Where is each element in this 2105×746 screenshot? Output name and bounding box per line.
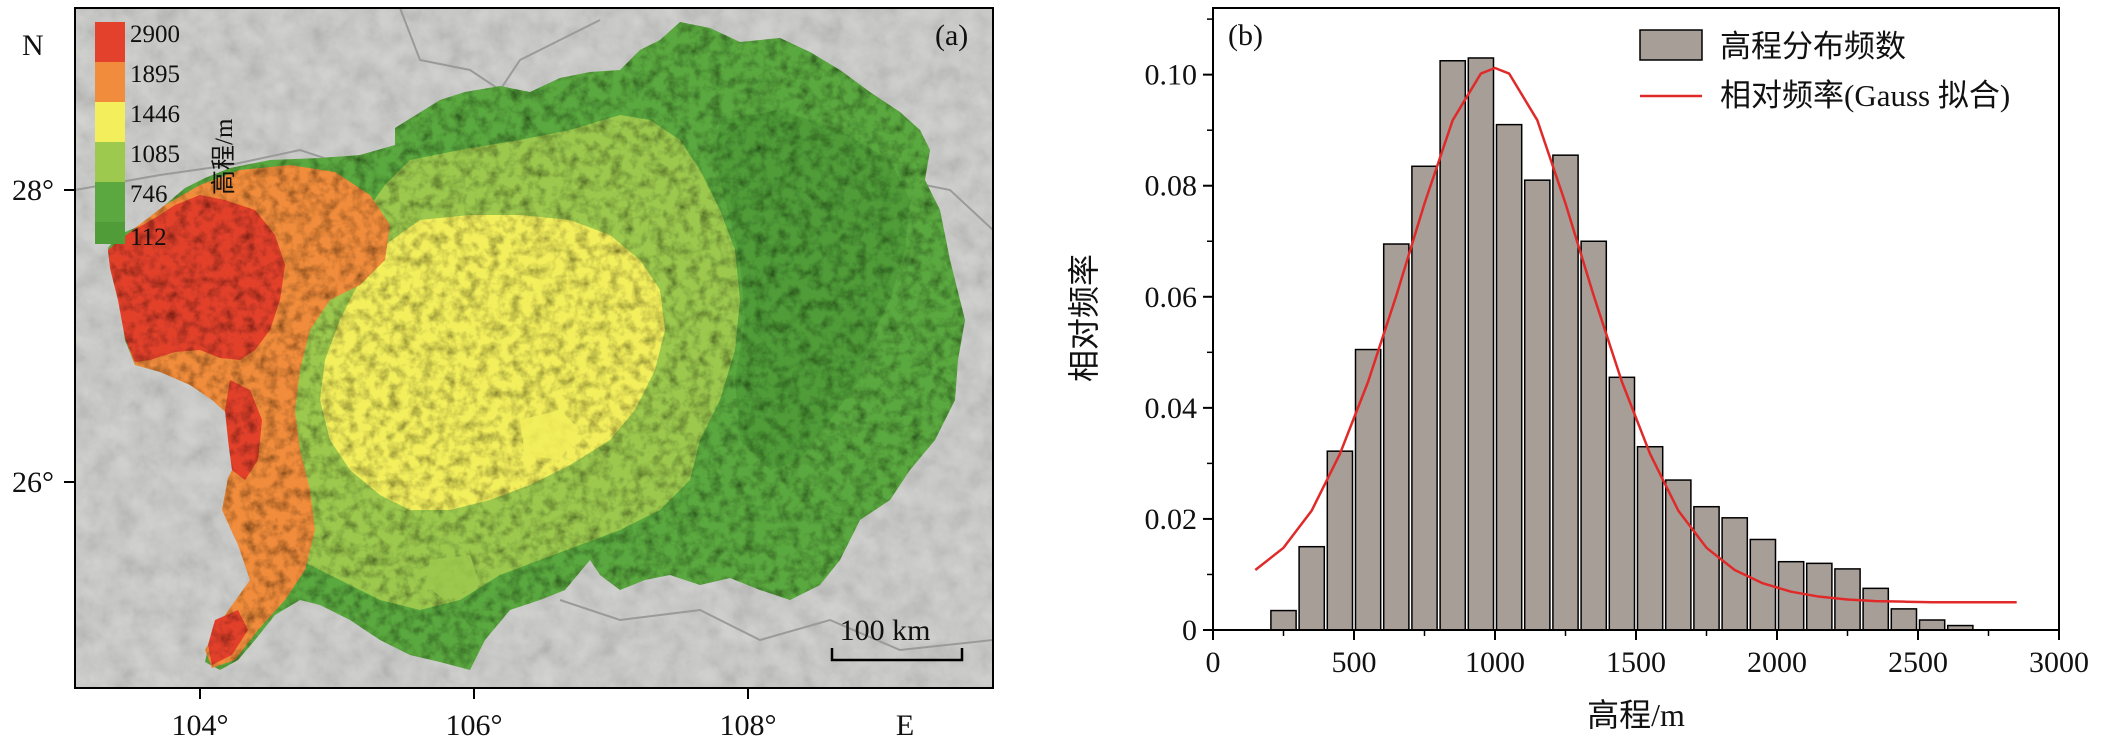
legend-swatch-2900 [95,22,125,62]
histogram-bar [1608,376,1636,631]
x-tick-label: 500 [1332,646,1377,679]
gauss-fit-line [1254,66,2017,604]
legend-swatch-1895 [95,62,125,102]
y-axis-title: 相对频率 [1066,254,1102,382]
boundary-line [559,599,993,652]
elevation-band-746 [715,110,910,470]
legend-value: 112 [130,224,167,251]
legend-bar-label: 高程分布频数 [1720,29,1906,64]
histogram-bar [1918,619,1946,631]
histogram-bar [1439,60,1467,631]
panel-a-label: (a) [935,19,968,52]
lat-tick-label: 26° [12,466,54,499]
histogram-bar [1552,154,1579,631]
elevation-band-1446 [320,215,665,510]
y-tick-label: 0.10 [1145,59,1198,92]
elevation-band-2900 [208,610,248,665]
legend-value: 1085 [130,141,180,168]
x-tick-label: 0 [1206,646,1221,679]
histogram-bar [1523,179,1551,631]
histogram-bar [1411,165,1438,631]
x-axis-title: 高程/m [1587,697,1685,733]
panel-a-map: N 28° 26° 104° 106° 108° E (a) 2900 1895… [12,7,994,742]
histogram-bar [1693,505,1720,631]
histogram-bar [1862,587,1890,631]
x-tick-label: 3000 [2029,646,2089,679]
legend-swatch-1085 [95,142,125,182]
x-tick-label: 1000 [1465,646,1525,679]
elevation-map [108,22,965,670]
histogram-bar [1636,445,1664,631]
y-tick-label: 0.08 [1145,170,1198,203]
legend-swatch-746 [95,182,125,222]
north-label: N [22,29,44,62]
lon-tick-label: 106° [446,709,503,741]
y-tick-label: 0.04 [1145,392,1198,425]
legend-curve-label: 相对频率(Gauss 拟合) [1720,78,2010,113]
elevation-band-2900 [225,380,262,480]
x-axis: 0 500 1000 1500 2000 2500 3000 [1206,630,2089,679]
elevation-band-2900 [108,195,285,362]
plot-area [1254,57,2017,631]
histogram-bar [1298,545,1326,631]
legend-value: 1446 [130,101,180,128]
histogram-bar [1664,479,1692,631]
scale-bar-line [830,648,964,662]
legend-bar-swatch [1639,29,1703,61]
legend-swatch-112 [95,222,125,244]
histogram-bar [1326,450,1354,631]
elevation-patch [520,410,580,460]
legend-title: 高程/m [210,118,238,195]
y-axis: 0 0.02 0.04 0.06 0.08 0.10 [1145,18,1213,647]
histogram-bar [1777,560,1805,631]
lat-tick-label: 28° [12,174,54,207]
histogram-bar [1270,609,1297,631]
scale-bar: 100 km [830,614,964,662]
legend-value: 1895 [130,61,180,88]
lon-tick-label: 108° [720,709,777,741]
y-tick-label: 0 [1182,614,1197,647]
legend-value: 746 [130,181,168,208]
scale-bar-label: 100 km [840,614,931,647]
histogram-bar [1890,608,1918,631]
panel-b-label: (b) [1228,19,1263,52]
elevation-legend: 2900 1895 1446 1085 746 112 高程/m [95,21,238,251]
legend-value: 2900 [130,21,180,48]
x-tick-label: 1500 [1606,646,1666,679]
y-tick-label: 0.02 [1145,503,1198,536]
legend-swatch-1446 [95,102,125,142]
x-tick-label: 2000 [1747,646,1807,679]
histogram-bar [1495,123,1523,631]
map-frame [74,7,994,689]
histogram-bar [1354,348,1382,631]
east-label: E [896,709,914,741]
map-ticks [64,189,749,699]
chart-legend: 高程分布频数 相对频率(Gauss 拟合) [1639,29,2010,113]
panel-b-chart: (b) 0 500 1000 1500 2000 2500 3000 0 0.02 0.04 0.… [1066,7,2089,733]
histogram-bar [1580,240,1608,631]
lon-tick-label: 104° [172,709,229,741]
x-tick-label: 2500 [1888,646,1948,679]
y-tick-label: 0.06 [1145,281,1198,314]
elevation-patch [425,555,480,600]
histogram-bar [1382,243,1410,631]
histogram-bar [1467,57,1495,631]
